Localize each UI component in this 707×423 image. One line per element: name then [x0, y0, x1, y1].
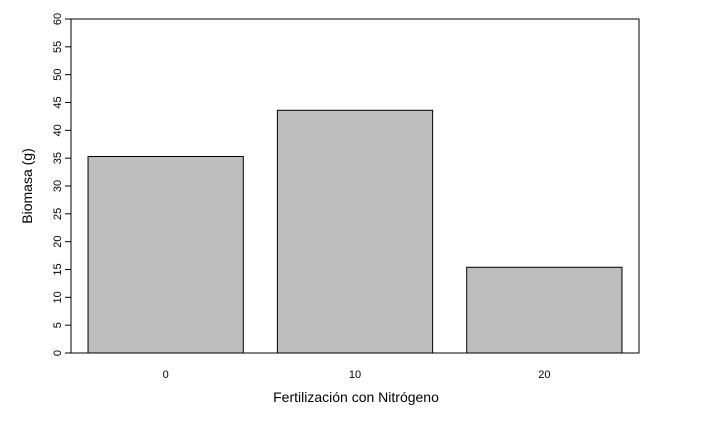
x-tick-label: 10: [349, 369, 361, 381]
y-tick-label: 35: [52, 152, 64, 164]
y-axis-title: Biomasa (g): [19, 148, 35, 223]
y-tick-label: 5: [52, 322, 64, 328]
x-tick-label: 20: [538, 369, 550, 381]
y-tick-label: 0: [52, 350, 64, 356]
y-tick-label: 40: [52, 124, 64, 136]
bar-20: [466, 266, 623, 354]
y-tick-label: 60: [52, 13, 64, 25]
y-tick-label: 25: [52, 208, 64, 220]
y-tick-label: 30: [52, 180, 64, 192]
x-tick-label: 0: [163, 369, 169, 381]
y-axis: 0 5 10 15 20 25 30 35 40 45 50 55 60: [52, 13, 71, 356]
y-tick-label: 45: [52, 96, 64, 108]
y-tick-label: 20: [52, 236, 64, 248]
bars-group: [87, 109, 623, 354]
y-tick-label: 50: [52, 69, 64, 81]
y-tick-label: 15: [52, 263, 64, 275]
y-tick-label: 55: [52, 41, 64, 53]
bar-10: [276, 109, 434, 354]
x-axis-title: Fertilización con Nitrógeno: [273, 389, 439, 405]
bar-0: [87, 155, 244, 354]
y-tick-label: 10: [52, 291, 64, 303]
x-axis: 0 10 20: [163, 369, 551, 381]
